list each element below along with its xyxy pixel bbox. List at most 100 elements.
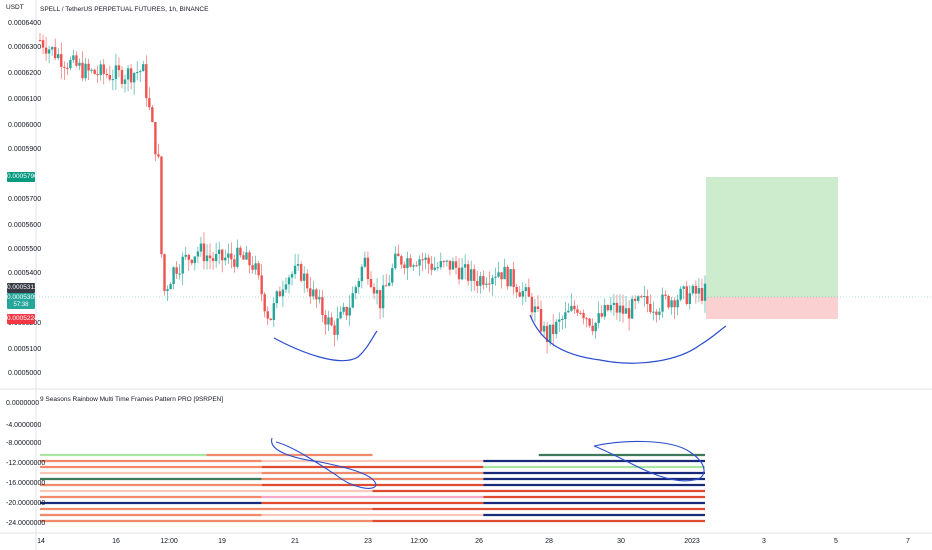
candle-body bbox=[521, 291, 525, 297]
candle-body bbox=[90, 69, 93, 71]
target-price-tag: 0.0005790 bbox=[7, 172, 38, 182]
candle-body bbox=[263, 294, 266, 312]
candle-body bbox=[318, 297, 321, 300]
candle-body bbox=[633, 298, 637, 301]
price-axis-label: 0.0006300 bbox=[8, 44, 42, 51]
candle-body bbox=[542, 325, 546, 332]
candle-body bbox=[703, 283, 707, 301]
candle-body bbox=[139, 71, 142, 73]
candle-body bbox=[445, 260, 449, 262]
candle-body bbox=[454, 261, 458, 268]
indicator-title[interactable]: 9 Seasons Rainbow Multi Time Frames Patt… bbox=[40, 396, 224, 403]
candle-body bbox=[649, 303, 652, 312]
candle-body bbox=[75, 55, 78, 66]
candle-body bbox=[497, 272, 500, 277]
candle-body bbox=[187, 254, 190, 260]
candle-body bbox=[533, 306, 537, 313]
time-axis-label: 7 bbox=[906, 538, 910, 545]
indicator-axis-label: -12.0000000 bbox=[6, 460, 46, 467]
time-axis-label: 30 bbox=[617, 538, 625, 545]
candle-body bbox=[612, 302, 616, 306]
candle-body bbox=[488, 283, 491, 285]
candle-body bbox=[688, 293, 692, 305]
candle-body bbox=[60, 54, 63, 67]
candle-body bbox=[391, 268, 394, 283]
candle-body bbox=[381, 285, 385, 309]
candle-body bbox=[512, 269, 515, 287]
candle-body bbox=[321, 297, 324, 316]
candle-body bbox=[430, 263, 433, 270]
candle-body bbox=[673, 300, 676, 308]
candle-body bbox=[129, 68, 133, 83]
candle-body bbox=[636, 296, 640, 301]
candle-body bbox=[503, 266, 506, 280]
candle-body bbox=[224, 257, 227, 261]
rounded-bottom-drawing-left[interactable] bbox=[273, 330, 378, 362]
candle-body bbox=[208, 255, 212, 259]
candle-body bbox=[230, 253, 233, 260]
chart-title[interactable]: SPELL / TetherUS PERPETUAL FUTURES, 1h, … bbox=[40, 6, 209, 13]
candle-body bbox=[457, 267, 461, 280]
candle-body bbox=[299, 264, 303, 281]
candle-body bbox=[81, 62, 84, 79]
candle-body bbox=[655, 311, 658, 315]
candle-body bbox=[330, 317, 333, 326]
candle-body bbox=[548, 324, 552, 343]
candle-body bbox=[643, 296, 646, 298]
candle-body bbox=[190, 259, 194, 264]
candle-body bbox=[117, 65, 121, 71]
candle-body bbox=[664, 294, 667, 296]
loss-zone[interactable] bbox=[706, 297, 838, 319]
candle-body bbox=[284, 284, 288, 290]
candle-body bbox=[545, 325, 549, 343]
candle-body bbox=[163, 254, 166, 292]
candle-body bbox=[105, 73, 109, 76]
time-axis-label: 3 bbox=[762, 538, 766, 545]
time-axis-label: 23 bbox=[364, 538, 372, 545]
candle-body bbox=[357, 281, 361, 288]
candle-body bbox=[248, 252, 251, 266]
candle-body bbox=[640, 296, 643, 298]
price-axis-label: 0.0005700 bbox=[8, 196, 42, 203]
current-price-tag: 0.0005311 bbox=[7, 283, 38, 293]
candle-body bbox=[217, 249, 221, 255]
candle-body bbox=[114, 65, 118, 80]
candle-body bbox=[233, 259, 236, 267]
indicator-axis-label: -20.0000000 bbox=[6, 500, 46, 507]
profit-zone[interactable] bbox=[706, 177, 838, 297]
candle-body bbox=[181, 256, 184, 274]
candle-body bbox=[272, 303, 276, 320]
candle-body bbox=[388, 282, 391, 286]
indicator-circle-drawing-right[interactable] bbox=[593, 440, 705, 482]
candle-body bbox=[564, 312, 567, 320]
candle-body bbox=[324, 315, 327, 325]
candle-body bbox=[427, 257, 430, 264]
candle-body bbox=[409, 258, 412, 267]
candle-body bbox=[178, 273, 181, 275]
candle-body bbox=[384, 285, 388, 287]
candle-body bbox=[460, 267, 464, 280]
countdown-tag: 57:38 bbox=[7, 301, 35, 309]
candle-body bbox=[375, 290, 379, 294]
candle-body bbox=[652, 311, 655, 313]
candle-body bbox=[415, 265, 418, 267]
rounded-bottom-drawing-right[interactable] bbox=[529, 314, 727, 364]
candle-body bbox=[96, 74, 99, 76]
candle-body bbox=[551, 324, 555, 335]
candle-body bbox=[372, 287, 376, 294]
candle-body bbox=[378, 290, 382, 309]
currency-label: USDT bbox=[6, 4, 24, 11]
price-axis-label: 0.0006200 bbox=[8, 70, 42, 77]
candle-body bbox=[260, 275, 263, 295]
candle-body bbox=[351, 293, 354, 308]
candle-body bbox=[609, 305, 613, 311]
candle-body bbox=[339, 311, 342, 319]
candle-body bbox=[78, 62, 81, 66]
candle-body bbox=[63, 66, 66, 68]
candle-body bbox=[509, 269, 512, 287]
price-axis-label: 0.0005100 bbox=[8, 346, 42, 353]
indicator-circle-drawing-left[interactable] bbox=[271, 437, 377, 489]
candle-body bbox=[126, 68, 130, 80]
candle-body bbox=[202, 243, 206, 262]
